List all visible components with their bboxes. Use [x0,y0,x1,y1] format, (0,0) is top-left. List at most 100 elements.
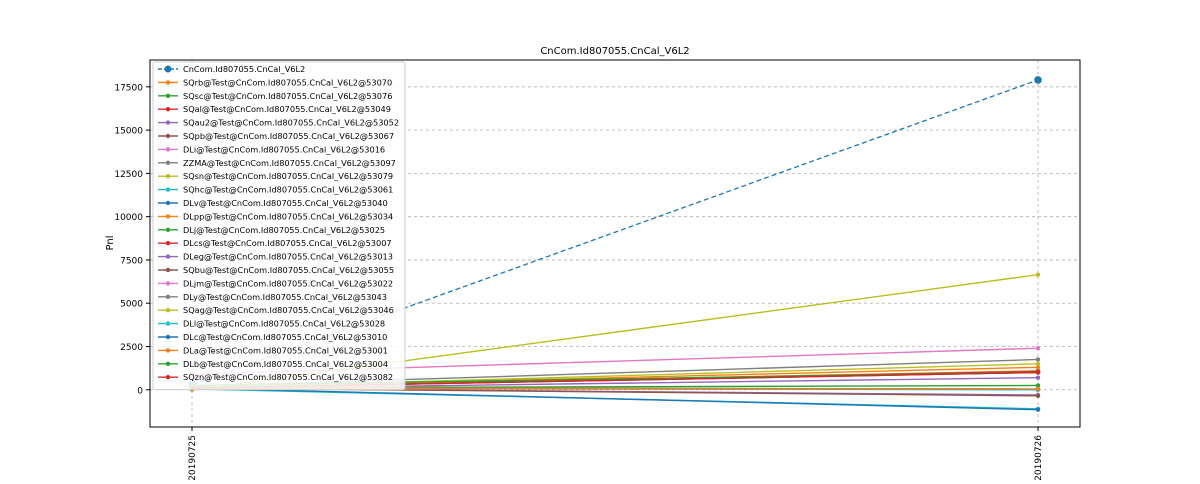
legend-label: DLi@Test@CnCom.Id807055.CnCal_V6L2@53016 [183,144,385,154]
legend-swatch-marker [165,187,171,192]
legend-swatch-marker [165,267,171,273]
legend-label: SQsc@Test@CnCom.Id807055.CnCal_V6L2@5307… [183,91,392,101]
legend-item: DLj@Test@CnCom.Id807055.CnCal_V6L2@53025 [158,225,385,235]
legend-swatch-marker [165,294,171,299]
legend-item: CnCom.Id807055.CnCal_V6L2 [158,64,305,74]
legend-item: ZZMA@Test@CnCom.Id807055.CnCal_V6L2@5309… [158,158,396,168]
legend-label: SQpb@Test@CnCom.Id807055.CnCal_V6L2@5306… [183,131,394,141]
legend-label: DLb@Test@CnCom.Id807055.CnCal_V6L2@53004 [183,359,388,369]
legend-label: SQbu@Test@CnCom.Id807055.CnCal_V6L2@5305… [183,265,394,275]
legend-swatch-marker [165,200,171,206]
legend-swatch-marker [165,214,171,219]
y-axis-label: Pnl [105,236,116,251]
y-tick-label: 12500 [114,170,143,180]
legend-swatch-marker [165,254,171,259]
legend-item: DLcs@Test@CnCom.Id807055.CnCal_V6L2@5300… [158,238,392,248]
legend-swatch-marker [165,281,171,286]
data-point [1035,361,1041,367]
y-tick-label: 7500 [120,256,143,266]
legend-swatch-marker [165,308,171,313]
legend-label: SQsn@Test@CnCom.Id807055.CnCal_V6L2@5307… [183,171,393,181]
legend-label: DLj@Test@CnCom.Id807055.CnCal_V6L2@53025 [183,225,385,235]
legend-item: DLv@Test@CnCom.Id807055.CnCal_V6L2@53040 [158,198,388,208]
legend-label: DLjm@Test@CnCom.Id807055.CnCal_V6L2@5302… [183,278,393,288]
data-point [1035,365,1041,370]
data-point [1035,346,1041,351]
legend-item: SQrb@Test@CnCom.Id807055.CnCal_V6L2@5307… [158,77,392,87]
legend-label: SQau2@Test@CnCom.Id807055.CnCal_V6L2@530… [183,118,399,128]
series-line [191,79,1039,386]
legend-label: DLpp@Test@CnCom.Id807055.CnCal_V6L2@5303… [183,211,393,221]
legend-label: SQag@Test@CnCom.Id807055.CnCal_V6L2@5304… [183,305,394,315]
legend-swatch-marker [165,147,171,152]
legend-item: SQsc@Test@CnCom.Id807055.CnCal_V6L2@5307… [158,91,392,101]
x-tick-label: 20190726 [1034,435,1044,480]
legend-item: DLeg@Test@CnCom.Id807055.CnCal_V6L2@5301… [158,252,393,262]
legend-swatch-marker [164,65,172,73]
data-point [1035,393,1041,399]
legend-swatch-marker [165,174,171,179]
legend-item: SQsn@Test@CnCom.Id807055.CnCal_V6L2@5307… [158,171,393,181]
legend-label: DLv@Test@CnCom.Id807055.CnCal_V6L2@53040 [183,198,388,208]
legend-item: SQau2@Test@CnCom.Id807055.CnCal_V6L2@530… [158,118,399,128]
chart-title: CnCom.Id807055.CnCal_V6L2 [540,46,689,57]
legend-label: SQal@Test@CnCom.Id807055.CnCal_V6L2@5304… [183,104,391,114]
data-point [1035,407,1041,412]
legend-label: SQzn@Test@CnCom.Id807055.CnCal_V6L2@5308… [183,372,393,382]
x-tick-label: 20190725 [188,435,198,480]
legend-label: DLcs@Test@CnCom.Id807055.CnCal_V6L2@5300… [183,238,392,248]
legend-item: DLb@Test@CnCom.Id807055.CnCal_V6L2@53004 [158,359,388,369]
legend-item: SQag@Test@CnCom.Id807055.CnCal_V6L2@5304… [158,305,394,315]
legend-label: DLy@Test@CnCom.Id807055.CnCal_V6L2@53043 [183,292,387,302]
legend-item: DLc@Test@CnCom.Id807055.CnCal_V6L2@53010 [158,332,387,342]
legend-label: DLeg@Test@CnCom.Id807055.CnCal_V6L2@5301… [183,252,393,262]
legend-swatch-marker [165,93,171,99]
legend-box [152,61,406,391]
series-line [191,387,1039,411]
data-point [1035,370,1041,375]
legend-swatch-marker [165,334,171,340]
y-tick-label: 2500 [120,343,143,353]
legend-item: SQal@Test@CnCom.Id807055.CnCal_V6L2@5304… [158,104,391,114]
legend-item: DLy@Test@CnCom.Id807055.CnCal_V6L2@53043 [158,292,387,302]
data-point [1035,386,1041,392]
legend-label: CnCom.Id807055.CnCal_V6L2 [183,64,305,74]
legend-label: DLc@Test@CnCom.Id807055.CnCal_V6L2@53010 [183,332,387,342]
legend-item: SQpb@Test@CnCom.Id807055.CnCal_V6L2@5306… [158,131,394,141]
legend-item: DLpp@Test@CnCom.Id807055.CnCal_V6L2@5303… [158,211,393,221]
legend-item: SQhc@Test@CnCom.Id807055.CnCal_V6L2@5306… [158,185,393,195]
legend-label: DLa@Test@CnCom.Id807055.CnCal_V6L2@53001 [183,345,388,355]
legend-swatch-marker [165,80,171,85]
axes: 0 2500 5000 7500 10000 12500 15000 17500 2019072… [114,59,1081,481]
y-tick-label: 17500 [114,83,143,93]
data-point [1035,272,1041,277]
legend-swatch-marker [165,133,171,139]
legend-swatch-marker [165,227,171,232]
legend-swatch-marker [165,120,171,125]
legend-swatch-marker [165,241,171,246]
legend-swatch-marker [165,361,171,366]
legend-label: SQrb@Test@CnCom.Id807055.CnCal_V6L2@5307… [183,77,392,87]
y-tick-label: 15000 [114,127,143,137]
y-tick-label: 10000 [114,213,143,223]
legend-item: SQzn@Test@CnCom.Id807055.CnCal_V6L2@5308… [158,372,393,382]
legend-swatch-marker [165,348,171,353]
data-point [1034,76,1042,84]
legend-swatch-marker [165,375,171,380]
legend-item: DLa@Test@CnCom.Id807055.CnCal_V6L2@53001 [158,345,388,355]
legend-item: SQbu@Test@CnCom.Id807055.CnCal_V6L2@5305… [158,265,394,275]
legend-swatch-marker [165,321,171,326]
legend-label: DLl@Test@CnCom.Id807055.CnCal_V6L2@53028 [183,319,385,329]
plot-frame [149,59,1081,428]
legend-item: DLl@Test@CnCom.Id807055.CnCal_V6L2@53028 [158,319,385,329]
data-point [1035,383,1041,388]
legend-swatch-marker [165,107,171,112]
legend-label: SQhc@Test@CnCom.Id807055.CnCal_V6L2@5306… [183,185,393,195]
data-point [1035,375,1041,380]
legend-swatch-marker [165,160,171,165]
legend-item: DLi@Test@CnCom.Id807055.CnCal_V6L2@53016 [158,144,385,154]
legend-item: DLjm@Test@CnCom.Id807055.CnCal_V6L2@5302… [158,278,393,288]
legend-label: ZZMA@Test@CnCom.Id807055.CnCal_V6L2@5309… [183,158,396,168]
